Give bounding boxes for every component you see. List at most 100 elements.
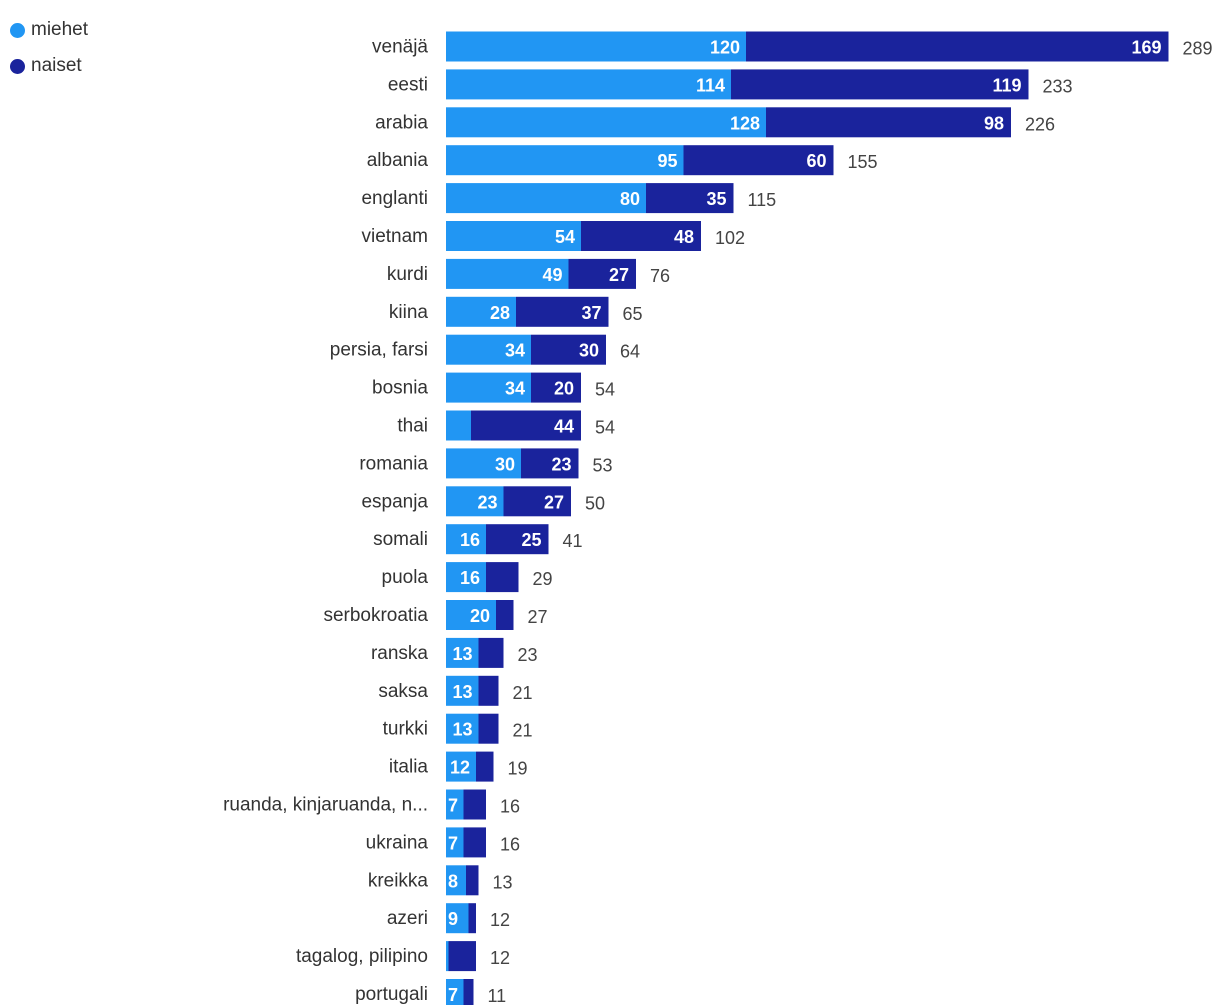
data-label-miehet: 95: [657, 151, 677, 171]
data-label-miehet: 34: [505, 379, 525, 399]
bar-naiset[interactable]: [466, 865, 479, 896]
bar-miehet[interactable]: [446, 107, 766, 138]
legend-item-naiset[interactable]: naiset: [10, 48, 88, 84]
bar-naiset[interactable]: [766, 107, 1011, 138]
total-label: 50: [585, 493, 605, 513]
category-label: kurdi: [387, 264, 428, 285]
data-label-naiset: 27: [544, 492, 564, 512]
legend-item-miehet[interactable]: miehet: [10, 12, 88, 48]
data-label-miehet: 28: [490, 303, 510, 323]
category-label: arabia: [375, 112, 428, 133]
bar-miehet[interactable]: [446, 524, 486, 555]
bar-miehet[interactable]: [446, 334, 531, 365]
bar-miehet[interactable]: [446, 372, 531, 403]
bar-miehet[interactable]: [446, 69, 731, 100]
total-label: 19: [508, 759, 528, 779]
data-label-naiset: 98: [984, 113, 1004, 133]
category-label: eesti: [388, 74, 428, 95]
bar-naiset[interactable]: [531, 372, 581, 403]
bar-naiset[interactable]: [496, 600, 514, 630]
bar-miehet[interactable]: [446, 145, 684, 176]
bar-miehet[interactable]: [446, 183, 646, 214]
data-label-miehet: 7: [448, 833, 458, 853]
total-label: 102: [715, 228, 745, 248]
bar-naiset[interactable]: [581, 221, 701, 251]
total-label: 155: [848, 152, 878, 172]
bar-naiset[interactable]: [463, 789, 487, 820]
bar-miehet[interactable]: [446, 448, 521, 479]
total-label: 54: [595, 418, 615, 438]
bar-naiset[interactable]: [521, 448, 579, 479]
total-label: 21: [513, 721, 533, 741]
bar-miehet[interactable]: [446, 789, 464, 820]
bar-miehet[interactable]: [446, 751, 476, 782]
category-label: azeri: [387, 908, 428, 929]
bar-naiset[interactable]: [646, 183, 734, 214]
bar-naiset[interactable]: [478, 675, 499, 706]
total-label: 12: [490, 948, 510, 968]
category-label: serbokroatia: [323, 605, 428, 626]
category-label: albania: [367, 150, 429, 171]
bar-naiset[interactable]: [476, 751, 494, 782]
category-label: saksa: [378, 681, 428, 702]
legend-label-miehet: miehet: [31, 19, 89, 40]
category-label: portugali: [355, 984, 428, 1005]
bar-naiset[interactable]: [683, 145, 834, 176]
data-label-miehet: 128: [730, 113, 760, 133]
bar-miehet[interactable]: [446, 713, 479, 744]
bar-naiset[interactable]: [486, 524, 549, 555]
bar-miehet[interactable]: [446, 865, 466, 896]
bar-naiset[interactable]: [731, 69, 1029, 100]
bar-miehet[interactable]: [446, 410, 471, 441]
bar-miehet[interactable]: [446, 827, 464, 858]
category-label: romania: [359, 453, 428, 474]
bar-miehet[interactable]: [446, 941, 449, 972]
total-label: 76: [650, 266, 670, 286]
bar-naiset[interactable]: [478, 637, 504, 668]
total-label: 65: [623, 304, 643, 324]
data-label-naiset: 23: [551, 454, 571, 474]
bar-naiset[interactable]: [471, 410, 581, 441]
category-label: puola: [382, 567, 429, 588]
bar-miehet[interactable]: [446, 258, 569, 289]
category-label: kiina: [389, 302, 429, 323]
bar-miehet[interactable]: [446, 675, 479, 706]
bar-naiset[interactable]: [463, 827, 487, 858]
bar-naiset[interactable]: [486, 562, 519, 593]
bar-naiset[interactable]: [468, 903, 477, 934]
legend-swatch-miehet: [10, 22, 25, 38]
category-label: italia: [389, 757, 429, 778]
bar-naiset[interactable]: [568, 258, 637, 289]
data-label-miehet: 13: [452, 682, 472, 702]
bar-naiset[interactable]: [516, 296, 609, 327]
category-label: persia, farsi: [330, 340, 428, 361]
bar-naiset[interactable]: [531, 334, 606, 365]
bar-naiset[interactable]: [503, 486, 572, 517]
category-label: thai: [397, 416, 428, 437]
bar-naiset[interactable]: [463, 979, 474, 1005]
bar-miehet[interactable]: [446, 31, 746, 62]
bar-miehet[interactable]: [446, 296, 516, 327]
total-label: 21: [513, 683, 533, 703]
bar-naiset[interactable]: [448, 941, 477, 972]
bar-miehet[interactable]: [446, 600, 496, 630]
total-label: 289: [1183, 39, 1213, 59]
category-label: ruanda, kinjaruanda, n...: [223, 795, 428, 816]
category-label: espanja: [361, 491, 428, 512]
bar-miehet[interactable]: [446, 221, 581, 251]
data-label-miehet: 120: [710, 38, 740, 58]
data-label-miehet: 8: [448, 871, 458, 891]
data-label-miehet: 13: [452, 644, 472, 664]
total-label: 233: [1043, 76, 1073, 96]
bar-miehet[interactable]: [446, 637, 479, 668]
category-label: ranska: [371, 643, 428, 664]
bar-naiset[interactable]: [478, 713, 499, 744]
bar-miehet[interactable]: [446, 903, 469, 934]
data-label-miehet: 114: [696, 75, 725, 95]
bar-miehet[interactable]: [446, 979, 464, 1005]
bar-miehet[interactable]: [446, 562, 486, 593]
bar-naiset[interactable]: [746, 31, 1169, 62]
bar-miehet[interactable]: [446, 486, 504, 517]
total-label: 16: [500, 834, 520, 854]
